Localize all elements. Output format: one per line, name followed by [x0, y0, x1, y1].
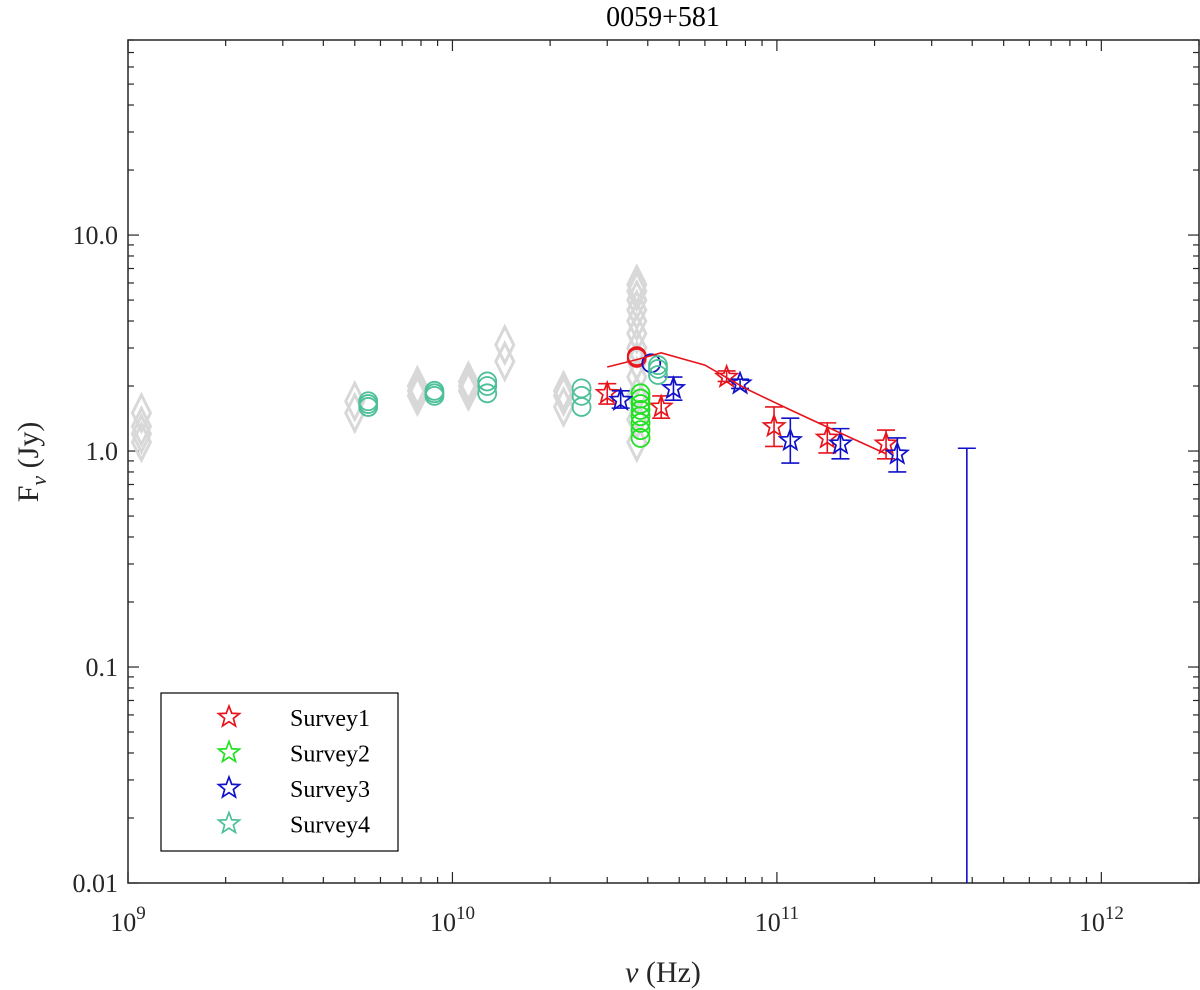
- survey2-circle-point: [630, 383, 651, 404]
- legend-label: Survey1: [290, 706, 370, 732]
- x-tick-label: 109: [110, 903, 146, 937]
- chart-title: 0059+581: [606, 2, 720, 33]
- background-diamond-point: [457, 364, 480, 408]
- survey4-circle-point: [358, 391, 379, 412]
- survey4-circle-point: [424, 380, 445, 401]
- survey4-circle-point: [571, 378, 592, 399]
- survey3-star-point: [884, 440, 911, 465]
- background-diamond-point: [626, 420, 648, 464]
- survey1-star-point: [873, 430, 899, 455]
- survey4-circle-point: [648, 355, 668, 375]
- background-diamond-point: [130, 420, 153, 464]
- survey3-star-point: [660, 374, 687, 400]
- axis-ticks: 109 1010 1011 1012 0.01 0.1 1.0 10.0: [73, 39, 1200, 937]
- y-tick-label: 10.0: [73, 221, 119, 250]
- legend-star-icon: [216, 810, 242, 835]
- legend-label: Survey2: [290, 742, 370, 768]
- background-diamond-point: [130, 412, 153, 456]
- survey3-star-point: [607, 386, 634, 412]
- y-tick-label: 0.1: [86, 653, 119, 682]
- x-axis-label: ν (Hz): [625, 956, 701, 989]
- survey1-star-point: [761, 412, 787, 438]
- survey1-star-point: [814, 424, 841, 449]
- fit-curve: [607, 351, 887, 455]
- survey2-circle-point: [630, 428, 651, 448]
- background-diamond-point: [406, 369, 429, 413]
- survey4-circle-point: [571, 386, 592, 406]
- survey2-circle-point: [630, 394, 651, 414]
- data-series: [358, 346, 976, 883]
- legend-star-icon: [216, 739, 242, 764]
- background-diamond-point: [406, 364, 429, 408]
- x-tick-label: 1012: [1079, 903, 1124, 937]
- survey4-circle-point: [477, 371, 498, 392]
- y-axis-label: Fν (Jy): [12, 422, 51, 503]
- survey4-circle-point: [648, 365, 668, 385]
- survey2-circle-point: [630, 400, 651, 420]
- survey2-circle-point: [630, 388, 651, 409]
- legend-box: [160, 692, 399, 852]
- background-diamond-point: [626, 269, 648, 313]
- x-tick-label: 1011: [755, 903, 799, 937]
- survey4-circle-point: [477, 376, 498, 396]
- y-tick-label: 0.01: [73, 869, 119, 898]
- fit-line: [607, 351, 887, 455]
- legend-label: Survey3: [290, 777, 370, 803]
- survey4-circle-point: [477, 383, 498, 404]
- y-tick-label: 1.0: [86, 437, 119, 466]
- legend: Survey1 Survey2 Survey3 Survey4: [160, 692, 399, 852]
- legend-label: Survey4: [290, 813, 370, 839]
- legend-star-icon: [216, 774, 242, 799]
- background-diamond-point: [494, 323, 516, 367]
- survey3-star-point: [827, 430, 854, 455]
- background-diamond-point: [626, 263, 648, 306]
- survey3-star-point: [777, 426, 804, 452]
- survey1-star-point: [594, 379, 621, 405]
- background-diamond-point: [457, 360, 480, 403]
- survey2-circle-point: [630, 420, 651, 441]
- legend-star-icon: [216, 703, 242, 728]
- background-diamond-point: [494, 340, 516, 383]
- survey1-star-point: [648, 393, 674, 418]
- x-tick-label: 1010: [430, 903, 475, 937]
- background-diamond-point: [130, 391, 153, 435]
- background-diamond-point: [552, 374, 575, 418]
- background-diamond-point: [552, 369, 575, 413]
